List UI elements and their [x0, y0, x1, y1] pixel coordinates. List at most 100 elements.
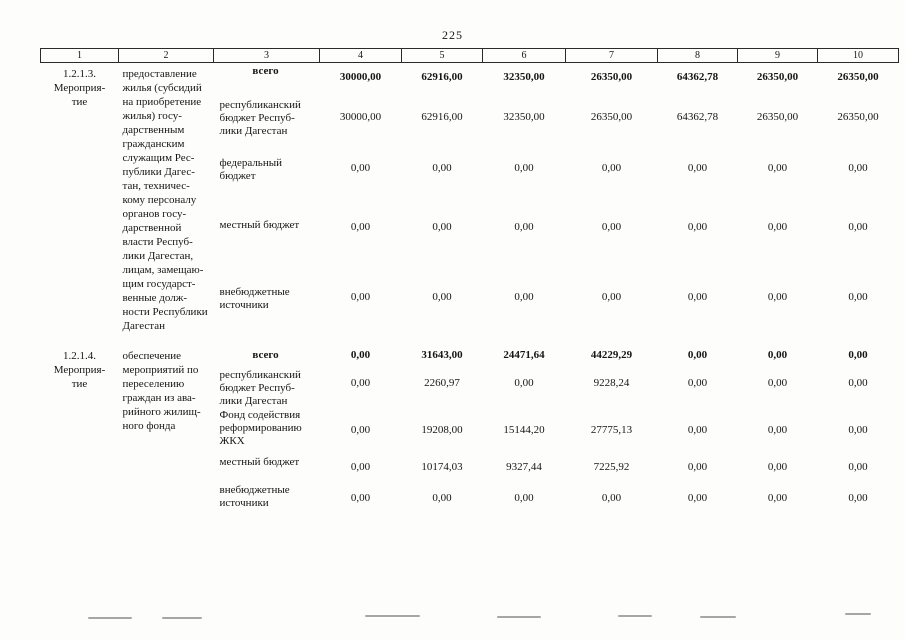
value-cell: 9228,24 [593, 376, 630, 389]
value-cell: 0,00 [687, 161, 708, 174]
value-cell: 30000,00 [339, 71, 382, 83]
column-header-2: 2 [118, 48, 214, 63]
value-cell: 0,00 [767, 220, 788, 233]
table-row: внебюджетные источники 0,00 0,00 0,00 0,00 0,… [41, 482, 899, 530]
value-cell: 0,00 [514, 220, 534, 233]
value-cell: 0,00 [767, 460, 788, 473]
budget-source-cell: внебюджетные источники [219, 285, 290, 311]
value-cell: 0,00 [350, 348, 371, 361]
budget-source-cell: местный бюджет [219, 455, 300, 468]
value-cell: 44229,29 [590, 348, 633, 361]
table-row: 1.2.1.4. Мероприя- тие обеспечение меропри… [41, 339, 899, 432]
scan-artifact [365, 615, 420, 617]
value-cell: 26350,00 [756, 71, 799, 83]
column-header-7: 7 [565, 48, 658, 63]
budget-source-cell: всего [252, 348, 279, 361]
scan-artifact [88, 617, 132, 619]
value-cell: 0,00 [687, 220, 708, 233]
column-header-4: 4 [319, 48, 402, 63]
measure-description: предоставление жилья (субсидий на приобр… [122, 68, 208, 332]
value-cell: 62916,00 [421, 110, 463, 123]
value-cell: 64362,78 [676, 71, 719, 83]
value-cell: 15144,20 [503, 423, 545, 436]
value-cell: 0,00 [601, 491, 622, 504]
value-cell: 0,00 [350, 460, 371, 473]
column-header-row: 1 2 3 4 5 6 7 8 9 10 [40, 48, 899, 63]
scan-artifact [497, 616, 541, 618]
value-cell: 30000,00 [339, 110, 382, 123]
value-cell: 2260,97 [424, 376, 460, 389]
value-cell: 0,00 [848, 161, 868, 174]
budget-source-cell: Фонд содействия реформированию ЖКХ [219, 408, 302, 447]
value-cell: 0,00 [601, 161, 622, 174]
value-cell: 10174,03 [421, 460, 463, 473]
value-cell: 32350,00 [503, 71, 545, 83]
value-cell: 0,00 [848, 491, 868, 504]
column-header-10: 10 [817, 48, 899, 63]
table-row: Фонд содействия реформированию ЖКХ 0,00 19… [41, 408, 899, 454]
value-cell: 26350,00 [590, 110, 633, 123]
measure-code: 1.2.1.4. [63, 349, 96, 362]
value-cell: 0,00 [350, 376, 371, 389]
column-header-5: 5 [401, 48, 483, 63]
value-cell: 0,00 [350, 423, 371, 436]
value-cell: 0,00 [432, 491, 452, 504]
value-cell: 0,00 [350, 290, 371, 303]
table-row: республиканский бюджет Респуб- лики Даге… [41, 367, 899, 408]
budget-source-cell: республиканский бюджет Респуб- лики Даге… [219, 368, 301, 407]
value-cell: 0,00 [767, 423, 788, 436]
value-cell: 0,00 [601, 290, 622, 303]
column-header-9: 9 [737, 48, 818, 63]
value-cell: 27775,13 [590, 423, 633, 436]
table-row: республиканский бюджет Респуб- лики Даге… [41, 97, 899, 153]
value-cell: 31643,00 [421, 348, 463, 361]
value-cell: 0,00 [350, 491, 371, 504]
page-number: 225 [442, 28, 463, 42]
value-cell: 0,00 [848, 290, 868, 303]
value-cell: 9327,44 [506, 460, 542, 473]
column-header-6: 6 [482, 48, 566, 63]
budget-table: 1 2 3 4 5 6 7 8 9 10 1.2.1.3. Мероприя- тие предост… [40, 48, 899, 530]
value-cell: 0,00 [432, 220, 452, 233]
table-row: местный бюджет 0,00 10174,03 9327,44 7225,92… [41, 454, 899, 482]
table-row: федеральный бюджет 0,00 0,00 0,00 0,00 0,00 0,… [41, 153, 899, 211]
column-header-3: 3 [213, 48, 320, 63]
value-cell: 0,00 [687, 491, 708, 504]
value-cell: 0,00 [687, 460, 708, 473]
value-cell: 0,00 [514, 161, 534, 174]
value-cell: 26350,00 [590, 71, 633, 83]
value-cell: 26350,00 [756, 110, 799, 123]
value-cell: 64362,78 [676, 110, 719, 123]
scan-artifact [162, 617, 202, 619]
value-cell: 19208,00 [421, 423, 463, 436]
value-cell: 0,00 [350, 161, 371, 174]
column-header-8: 8 [657, 48, 738, 63]
budget-source-cell: местный бюджет [219, 218, 300, 231]
scan-artifact [700, 616, 736, 618]
table-row: местный бюджет 0,00 0,00 0,00 0,00 0,00 0,00 0,… [41, 211, 899, 277]
row-code-cell: 1.2.1.3. Мероприя- тие [41, 63, 119, 339]
measure-code-label: Мероприя- тие [53, 363, 106, 390]
value-cell: 62916,00 [421, 71, 463, 83]
value-cell: 32350,00 [503, 110, 545, 123]
table-row: 1.2.1.3. Мероприя- тие предоставление жиль… [41, 63, 899, 332]
value-cell: 0,00 [848, 376, 868, 389]
measure-description: обеспечение мероприятий по переселению г… [122, 349, 201, 432]
value-cell: 0,00 [848, 423, 868, 436]
measure-code: 1.2.1.3. [63, 68, 96, 80]
value-cell: 0,00 [848, 220, 868, 233]
value-cell: 0,00 [514, 290, 534, 303]
value-cell: 0,00 [687, 376, 708, 389]
value-cell: 0,00 [687, 423, 708, 436]
value-cell: 26350,00 [837, 71, 879, 83]
value-cell: 7225,92 [593, 460, 630, 473]
value-cell: 0,00 [350, 220, 371, 233]
value-cell: 0,00 [687, 290, 708, 303]
value-cell: 0,00 [848, 348, 868, 361]
value-cell: 0,00 [767, 348, 788, 361]
table-row: внебюджетные источники 0,00 0,00 0,00 0,00 0,… [41, 277, 899, 339]
column-header-1: 1 [40, 48, 119, 63]
value-cell: 24471,64 [503, 348, 545, 361]
row-code-cell: 1.2.1.4. Мероприя- тие [41, 339, 119, 530]
